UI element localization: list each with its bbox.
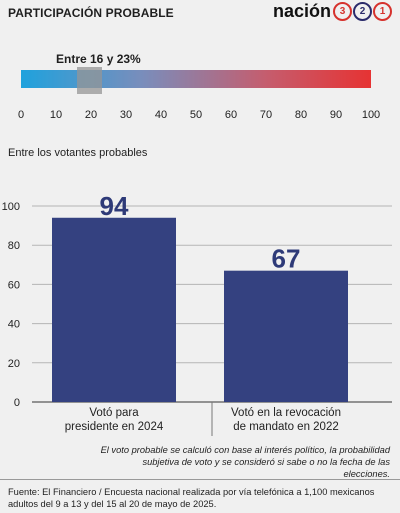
gauge-tick-label: 40 [154, 109, 168, 121]
participation-range-band [77, 67, 102, 94]
participation-gradient-bar [21, 70, 371, 88]
category-label: de mandato en 2022 [233, 421, 339, 433]
brand-digit-2: 2 [353, 2, 372, 21]
chart-title: PARTICIPACIÓN PROBABLE [8, 6, 174, 20]
brand-digit-1: 3 [333, 2, 352, 21]
brand-logo: nación 3 2 1 [273, 1, 392, 22]
bar [52, 217, 176, 402]
y-tick-label: 20 [8, 358, 20, 370]
y-tick-label: 0 [14, 397, 20, 409]
gauge-tick-label: 10 [49, 109, 63, 121]
gauge-tick-label: 0 [17, 109, 25, 121]
category-label: Votó en la revocación [231, 407, 341, 419]
gauge-tick-label: 80 [294, 109, 308, 121]
gauge-tick-label: 30 [119, 109, 133, 121]
footer-divider [0, 479, 400, 480]
gauge-tick-label: 50 [189, 109, 203, 121]
gauge-axis: 0 10 20 30 40 50 60 70 80 90 100 [0, 109, 400, 129]
y-tick-label: 80 [8, 240, 20, 252]
brand-digit-3: 1 [373, 2, 392, 21]
participation-range-label: Entre 16 y 23% [56, 52, 141, 66]
y-tick-label: 60 [8, 279, 20, 291]
bar-chart: 0 20 40 60 80 100 94 Votó para presidente en 202… [2, 191, 392, 436]
gauge-tick-label: 20 [84, 109, 98, 121]
category-label: presidente en 2024 [65, 421, 164, 433]
category-label: Votó para [89, 407, 139, 419]
chart-subtitle: Entre los votantes probables [8, 147, 148, 159]
gauge-tick-label: 60 [224, 109, 238, 121]
gauge-tick-label: 90 [329, 109, 343, 121]
methodology-note: El voto probable se calculó con base al … [100, 445, 390, 479]
brand-word: nación [272, 1, 331, 21]
y-tick-label: 40 [8, 319, 20, 331]
gauge-tick-label: 70 [259, 109, 273, 121]
gauge-tick-label: 100 [361, 109, 381, 121]
bar [224, 270, 348, 402]
bar-value-label: 94 [100, 191, 129, 221]
y-tick-label: 100 [2, 201, 20, 213]
bar-value-label: 67 [272, 244, 301, 274]
source-note: Fuente: El Financiero / Encuesta naciona… [8, 487, 375, 509]
